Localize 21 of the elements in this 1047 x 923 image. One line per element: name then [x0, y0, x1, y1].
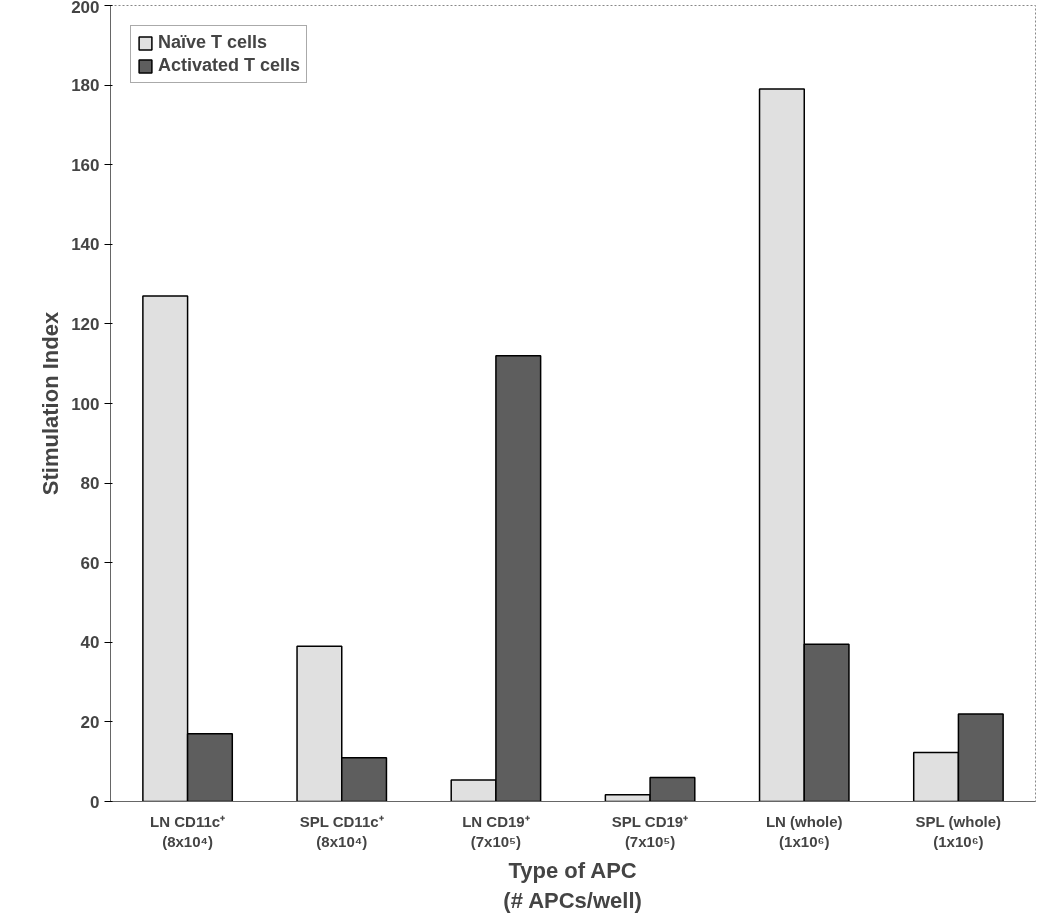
- y-tick-label: 40: [80, 633, 100, 653]
- legend-label: Naïve T cells: [158, 32, 268, 53]
- x-tick-label: LN CD11c⁺ (8x10⁴): [150, 812, 226, 850]
- y-tick-label: 180: [71, 76, 100, 96]
- y-tick-label: 20: [80, 712, 100, 732]
- x-tick-label: SPL CD19⁺ (7x10⁵): [611, 812, 689, 850]
- y-axis-title: Stimulation Index: [38, 311, 64, 496]
- y-tick-label: 160: [71, 155, 100, 175]
- x-axis-title: Type of APC (# APCs/well): [503, 857, 642, 913]
- x-tick-label: SPL CD11c⁺ (8x10⁴): [299, 812, 384, 850]
- y-tick-label: 200: [71, 0, 100, 17]
- x-tick-label: SPL (whole) (1x10⁶): [915, 812, 1002, 850]
- y-tick-label: 140: [71, 235, 100, 255]
- x-tick-label: LN (whole) (1x10⁶): [765, 812, 843, 850]
- y-tick-label: 100: [71, 394, 100, 414]
- x-tick-label: LN CD19⁺ (7x10⁵): [462, 812, 530, 850]
- y-tick-label: 80: [80, 474, 100, 494]
- y-tick-label: 60: [80, 553, 100, 573]
- legend-label: Activated T cells: [158, 55, 301, 76]
- y-tick-label: 120: [71, 314, 100, 334]
- y-tick-label: 0: [90, 792, 100, 812]
